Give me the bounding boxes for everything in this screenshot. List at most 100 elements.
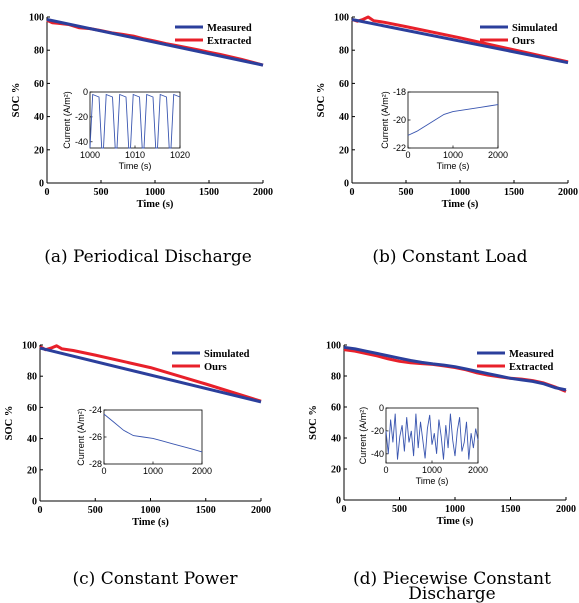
inset-plot: -28 -26 -24 0 1000 2000 Current (A/m²) bbox=[76, 405, 212, 492]
series-line-simulated bbox=[39, 346, 262, 404]
y-tick-label: 60 bbox=[27, 403, 37, 414]
inset-x-tick-label: 0 bbox=[405, 150, 410, 160]
inset-x-tick-label: 2000 bbox=[192, 466, 212, 476]
series-line-simulated bbox=[351, 18, 569, 65]
inset-current-line bbox=[385, 413, 479, 460]
inset-current-line bbox=[103, 413, 203, 453]
legend-entry: Simulated bbox=[204, 349, 250, 360]
x-tick-label: 1000 bbox=[141, 505, 161, 516]
inset-plot: -22 -20 -18 0 1000 2000 Time (s) Current (A/m²) bbox=[380, 87, 508, 176]
x-axis-label: Time (s) bbox=[132, 517, 169, 528]
inset-x-tick-label: 0 bbox=[101, 466, 106, 476]
inset-y-axis-label: Current (A/m²) bbox=[76, 408, 86, 466]
inset-x-tick-label: 1020 bbox=[170, 150, 190, 160]
inset-frame bbox=[407, 91, 499, 149]
x-axis-label: Time (s) bbox=[437, 516, 474, 527]
inset-current-line bbox=[407, 104, 499, 136]
caption: (b) Constant Load bbox=[372, 247, 527, 267]
x-axis-label: Time (s) bbox=[442, 199, 479, 210]
x-tick-label: 2000 bbox=[253, 187, 273, 198]
inset-current-line bbox=[89, 93, 181, 149]
caption-line: (d) Piecewise Constant bbox=[353, 569, 551, 589]
inset-plot: -40 -20 0 1000 1010 1020 Time (s) Current (A/m²… bbox=[62, 87, 190, 176]
inset-x-tick-label: 1000 bbox=[143, 466, 163, 476]
inset-y-axis-label: Current (A/m²) bbox=[358, 407, 368, 465]
x-tick-label: 500 bbox=[392, 504, 407, 515]
x-tick-label: 2000 bbox=[558, 187, 578, 198]
x-tick-label: 0 bbox=[350, 187, 355, 198]
chart-panel-d: 0 20 40 60 80 1000 500 1000 1500 2000 Time (s) SOC … bbox=[308, 341, 576, 603]
inset-y-tick-label: -18 bbox=[393, 87, 406, 97]
inset-x-tick-label: 2000 bbox=[468, 465, 488, 475]
inset-x-tick-label: 1000 bbox=[443, 150, 463, 160]
y-tick-label: 100 bbox=[334, 13, 349, 24]
inset-y-tick-label: -20 bbox=[371, 426, 384, 436]
inset-x-tick-label: 0 bbox=[383, 465, 388, 475]
inset-x-tick-label: 1000 bbox=[422, 465, 442, 475]
y-tick-label: 60 bbox=[34, 79, 44, 90]
legend-entry: Extracted bbox=[509, 362, 553, 373]
y-tick-label: 80 bbox=[331, 372, 341, 383]
x-tick-label: 1000 bbox=[450, 187, 470, 198]
y-tick-label: 0 bbox=[336, 496, 341, 507]
inset-y-tick-label: -22 bbox=[393, 143, 406, 153]
y-tick-label: 20 bbox=[27, 465, 37, 476]
x-tick-label: 500 bbox=[399, 187, 414, 198]
inset-y-tick-label: 0 bbox=[83, 87, 88, 97]
caption: (c) Constant Power bbox=[73, 569, 239, 589]
inset-x-axis-label: Time (s) bbox=[119, 161, 152, 171]
inset-x-tick-label: 1010 bbox=[125, 150, 145, 160]
y-tick-label: 60 bbox=[331, 403, 341, 414]
inset-y-tick-label: -24 bbox=[89, 405, 102, 415]
x-tick-label: 1000 bbox=[445, 504, 465, 515]
x-tick-label: 1500 bbox=[504, 187, 524, 198]
y-axis-label: SOC % bbox=[4, 406, 15, 441]
y-axis-label: SOC % bbox=[308, 405, 319, 440]
x-tick-label: 2000 bbox=[556, 504, 576, 515]
legend-entry: Simulated bbox=[512, 23, 558, 34]
inset-frame bbox=[103, 409, 203, 465]
y-tick-label: 40 bbox=[331, 434, 341, 445]
x-tick-label: 1000 bbox=[145, 187, 165, 198]
inset-y-axis-label: Current (A/m²) bbox=[380, 91, 390, 149]
y-tick-label: 100 bbox=[22, 341, 37, 352]
y-tick-label: 20 bbox=[339, 145, 349, 156]
y-tick-label: 0 bbox=[32, 497, 37, 508]
series-line-measured bbox=[343, 345, 567, 392]
x-tick-label: 1500 bbox=[501, 504, 521, 515]
inset-x-tick-label: 2000 bbox=[488, 150, 508, 160]
caption-line: Discharge bbox=[408, 584, 495, 603]
inset-y-tick-label: -20 bbox=[75, 112, 88, 122]
inset-y-axis-label: Current (A/m²) bbox=[62, 91, 72, 149]
inset-y-tick-label: -28 bbox=[89, 459, 102, 469]
inset-y-tick-label: -40 bbox=[75, 137, 88, 147]
y-axis-label: SOC % bbox=[316, 83, 327, 118]
x-axis-label: Time (s) bbox=[137, 199, 174, 210]
y-tick-label: 100 bbox=[29, 13, 44, 24]
inset-x-axis-label: Time (s) bbox=[416, 476, 449, 486]
inset-y-tick-label: -26 bbox=[89, 432, 102, 442]
legend-entry: Ours bbox=[512, 36, 535, 47]
y-tick-label: 0 bbox=[344, 179, 349, 190]
y-tick-label: 80 bbox=[27, 372, 37, 383]
x-tick-label: 0 bbox=[342, 504, 347, 515]
y-tick-label: 20 bbox=[331, 465, 341, 476]
inset-x-tick-label: 1000 bbox=[80, 150, 100, 160]
x-tick-label: 1500 bbox=[199, 187, 219, 198]
legend-entry: Extracted bbox=[207, 36, 251, 47]
y-tick-label: 20 bbox=[34, 145, 44, 156]
inset-plot: -40 -20 0 0 1000 2000 Time (s) Current (A/m²) bbox=[358, 403, 488, 491]
x-tick-label: 500 bbox=[88, 505, 103, 516]
y-axis-label: SOC % bbox=[11, 83, 22, 118]
y-tick-label: 80 bbox=[34, 46, 44, 57]
legend-entry: Measured bbox=[207, 23, 252, 34]
y-tick-label: 40 bbox=[27, 434, 37, 445]
inset-y-tick-label: 0 bbox=[379, 403, 384, 413]
y-tick-label: 40 bbox=[34, 112, 44, 123]
inset-y-tick-label: -20 bbox=[393, 115, 406, 125]
x-tick-label: 0 bbox=[45, 187, 50, 198]
x-tick-label: 2000 bbox=[251, 505, 271, 516]
y-tick-label: 80 bbox=[339, 46, 349, 57]
